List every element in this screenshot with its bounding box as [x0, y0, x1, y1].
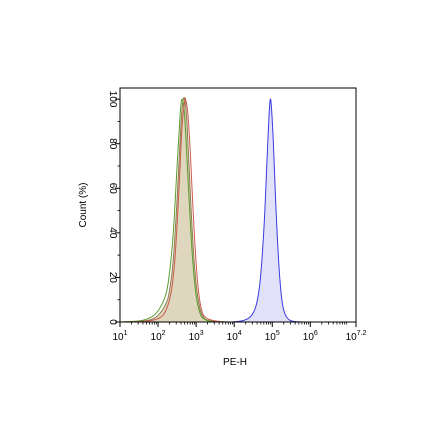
- series-0-line: [119, 97, 227, 323]
- x-tick-label-5: 106: [303, 330, 318, 343]
- x-axis-title: PE-H: [223, 357, 247, 368]
- y-tick-label-1: 20: [107, 272, 118, 284]
- x-tick-label-3: 104: [227, 330, 242, 343]
- series-2-line: [119, 97, 231, 323]
- x-axis: 101 102 103 104 105 106 107.2: [112, 322, 367, 343]
- y-axis: 0 20 40 60 80 100: [107, 91, 120, 325]
- series-0-fill: [120, 97, 227, 322]
- y-tick-label-4: 80: [107, 138, 118, 150]
- x-tick-label-6: 107.2: [346, 330, 367, 343]
- series-3-fill: [230, 99, 303, 322]
- series-3-line: [230, 98, 303, 323]
- series-1-line: [119, 98, 227, 323]
- y-tick-label-3: 60: [107, 183, 118, 195]
- y-axis-title: Count (%): [78, 182, 89, 227]
- x-tick-label-0: 101: [112, 330, 127, 343]
- plot-lines: [119, 97, 303, 323]
- y-tick-label-5: 100: [107, 91, 118, 108]
- plot-frame: [119, 87, 357, 323]
- x-tick-label-1: 102: [151, 330, 166, 343]
- x-tick-label-4: 105: [265, 330, 280, 343]
- plot-fills: [120, 97, 303, 322]
- y-tick-label-2: 40: [107, 227, 118, 239]
- x-tick-label-2: 103: [189, 330, 204, 343]
- y-tick-label-0: 0: [107, 319, 118, 325]
